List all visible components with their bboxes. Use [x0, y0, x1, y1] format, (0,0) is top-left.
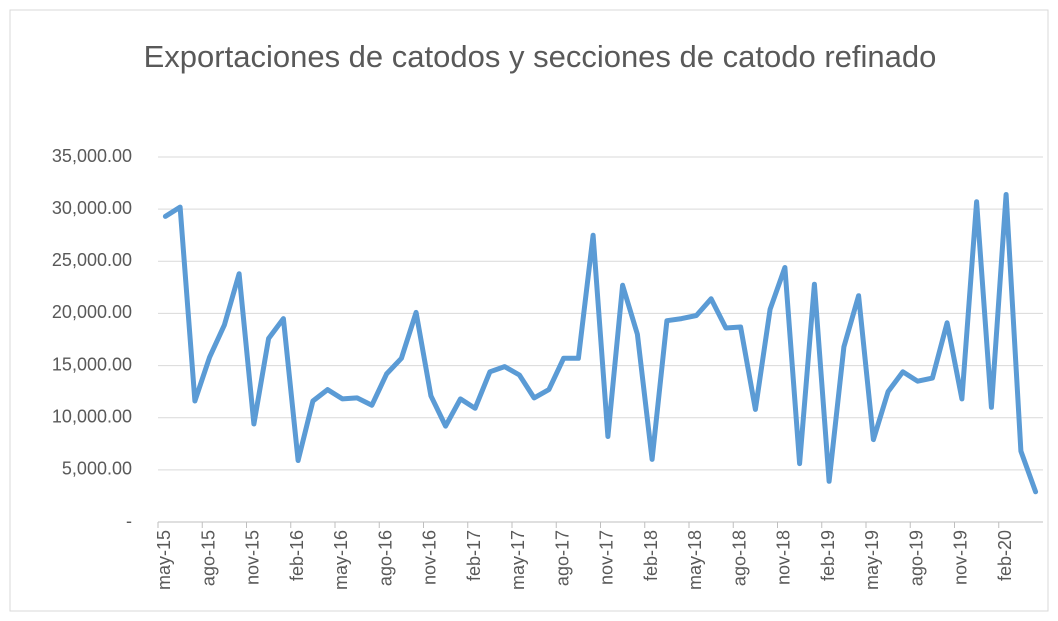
- x-tick-label: feb-19: [818, 530, 838, 581]
- x-tick-label: ago-18: [729, 530, 749, 586]
- x-tick-label: may-16: [331, 530, 351, 590]
- x-tick-label: may-18: [685, 530, 705, 590]
- x-tick-label: may-19: [862, 530, 882, 590]
- y-tick-label: 20,000.00: [52, 302, 132, 322]
- x-tick-label: may-17: [508, 530, 528, 590]
- y-tick-label: 35,000.00: [52, 146, 132, 166]
- y-tick-label: 15,000.00: [52, 354, 132, 374]
- x-tick-label: nov-19: [951, 530, 971, 585]
- x-tick-label: nov-16: [420, 530, 440, 585]
- x-tick-label: nov-17: [597, 530, 617, 585]
- x-tick-label: feb-20: [995, 530, 1015, 581]
- y-tick-label: 25,000.00: [52, 250, 132, 270]
- x-tick-label: ago-16: [375, 530, 395, 586]
- data-line: [162, 192, 1039, 495]
- x-tick-label: feb-18: [641, 530, 661, 581]
- chart-title: Exportaciones de catodos y secciones de …: [143, 39, 937, 74]
- x-tick-label: ago-15: [198, 530, 218, 586]
- x-tick-label: feb-17: [464, 530, 484, 581]
- chart-border: [9, 9, 1049, 612]
- y-tick-label: 5,000.00: [62, 459, 132, 479]
- x-tick-label: nov-15: [243, 530, 263, 585]
- x-tick-label: nov-18: [774, 530, 794, 585]
- x-tick-label: ago-17: [552, 530, 572, 586]
- y-tick-label: -: [126, 511, 132, 531]
- x-tick-label: feb-16: [287, 530, 307, 581]
- y-tick-label: 10,000.00: [52, 406, 132, 426]
- x-tick-label: may-15: [154, 530, 174, 590]
- y-tick-label: 30,000.00: [52, 198, 132, 218]
- x-tick-label: ago-19: [906, 530, 926, 586]
